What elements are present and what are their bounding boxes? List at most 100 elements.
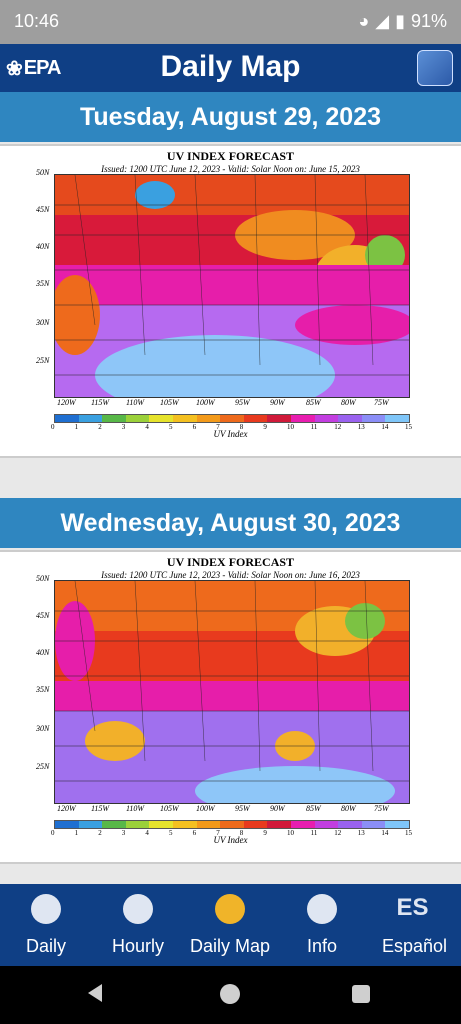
- colorbar-tick-label: 4: [145, 829, 149, 837]
- lon-label: 80W: [341, 398, 356, 407]
- lon-label: 115W: [91, 804, 110, 813]
- colorbar-tick-label: 12: [334, 829, 342, 837]
- date-header-2: Wednesday, August 30, 2023: [0, 498, 461, 548]
- nav-info[interactable]: Info: [276, 884, 368, 966]
- uv-forecast-map-image[interactable]: [54, 174, 410, 398]
- lon-label: 105W: [160, 804, 179, 813]
- lon-label: 100W: [196, 804, 215, 813]
- colorbar-tick-label: 0: [51, 423, 55, 431]
- back-icon[interactable]: [88, 984, 102, 1002]
- nav-daily-map-label: Daily Map: [189, 936, 271, 956]
- lat-label: 50N: [36, 574, 50, 583]
- uv-map-card-1: UV INDEX FORECAST Issued: 1200 UTC June …: [0, 144, 461, 458]
- es-icon: ES: [396, 894, 429, 921]
- colorbar-tick-label: 1: [74, 423, 79, 431]
- map-title: UV INDEX FORECAST: [166, 555, 295, 569]
- colorbar-label: UV Index: [213, 835, 248, 845]
- lon-label: 85W: [306, 804, 321, 813]
- lon-label: 75W: [374, 804, 389, 813]
- epa-logo: ❀ EPA: [6, 57, 61, 80]
- battery-icon: ▮: [395, 11, 405, 31]
- lon-label: 110W: [126, 804, 145, 813]
- colorbar-segment: [290, 821, 315, 828]
- lon-label: 90W: [270, 804, 285, 813]
- colorbar-segment: [78, 415, 103, 422]
- colorbar-segment: [361, 821, 386, 828]
- nav-daily-label: Daily: [25, 936, 66, 956]
- colorbar-segment: [314, 821, 339, 828]
- colorbar-tick-label: 10: [287, 829, 294, 837]
- colorbar-tick-label: 5: [169, 829, 173, 837]
- recents-icon[interactable]: [352, 985, 370, 1003]
- colorbar-segment: [149, 821, 173, 828]
- nav-espanol[interactable]: ES Español: [368, 884, 461, 966]
- colorbar-segment: [220, 415, 244, 422]
- map-scroll-list[interactable]: Tuesday, August 29, 2023 UV INDEX FORECA…: [0, 92, 461, 884]
- map-subtitle: Issued: 1200 UTC June 12, 2023 - Valid: …: [101, 570, 360, 580]
- colorbar-tick-label: 10: [287, 423, 294, 431]
- colorbar-segment: [243, 415, 268, 422]
- uv-map-graphic: [55, 175, 409, 397]
- colorbar-segment: [125, 415, 150, 422]
- lat-label: 35N: [36, 685, 50, 694]
- colorbar-segment: [385, 415, 409, 422]
- date-header-1: Tuesday, August 29, 2023: [0, 92, 461, 142]
- colorbar-tick-label: 9: [263, 829, 267, 837]
- colorbar-tick-label: 3: [121, 829, 126, 837]
- uv-map-graphic: [55, 581, 409, 803]
- colorbar-segment: [172, 821, 197, 828]
- colorbar-segment: [338, 415, 362, 422]
- info-icon: [307, 894, 337, 924]
- epa-flower-icon: ❀: [6, 58, 23, 80]
- colorbar-segment: [125, 821, 150, 828]
- uv-map-card-2: UV INDEX FORECAST Issued: 1200 UTC June …: [0, 550, 461, 864]
- uv-colorbar: [54, 414, 410, 423]
- gear-sun-icon: [31, 894, 61, 924]
- map-subtitle: Issued: 1200 UTC June 12, 2023 - Valid: …: [101, 164, 360, 174]
- colorbar-tick-label: 9: [263, 423, 267, 431]
- wifi-icon: ◕: [358, 11, 370, 31]
- colorbar-tick-label: 8: [239, 829, 244, 837]
- colorbar-tick-label: 15: [405, 423, 412, 431]
- colorbar-tick-label: 6: [192, 423, 197, 431]
- colorbar-tick-label: 14: [381, 423, 389, 431]
- colorbar-tick-label: 2: [98, 423, 102, 431]
- colorbar-segment: [220, 821, 244, 828]
- colorbar-tick-label: 7: [216, 829, 220, 837]
- colorbar-tick-label: 11: [310, 829, 318, 837]
- colorbar-tick-label: 14: [381, 829, 389, 837]
- globe-icon: [215, 894, 245, 924]
- lon-label: 85W: [306, 398, 321, 407]
- status-right: ◕ ◢ ▮ 91%: [358, 11, 447, 32]
- nav-hourly[interactable]: Hourly: [92, 884, 184, 966]
- lon-label: 80W: [341, 804, 356, 813]
- lat-label: 40N: [36, 242, 50, 251]
- lon-label: 110W: [126, 398, 145, 407]
- uv-forecast-map-image[interactable]: [54, 580, 410, 804]
- lon-label: 120W: [57, 804, 76, 813]
- colorbar-segment: [338, 821, 362, 828]
- lat-label: 40N: [36, 648, 50, 657]
- globe-menu-icon[interactable]: [417, 50, 453, 86]
- nav-daily-map[interactable]: Daily Map: [184, 884, 276, 966]
- lat-label: 30N: [36, 724, 50, 733]
- lon-label: 115W: [91, 398, 110, 407]
- colorbar-label: UV Index: [213, 429, 248, 439]
- colorbar-segment: [196, 415, 221, 422]
- colorbar-tick-label: 3: [121, 423, 126, 431]
- map-title: UV INDEX FORECAST: [166, 149, 295, 163]
- lat-label: 45N: [36, 205, 50, 214]
- system-nav-bar: [0, 966, 461, 1024]
- colorbar-tick-label: 8: [239, 423, 244, 431]
- colorbar-tick-label: 0: [51, 829, 55, 837]
- nav-daily[interactable]: Daily: [0, 884, 92, 966]
- nav-hourly-label: Hourly: [111, 936, 164, 956]
- colorbar-segment: [55, 415, 79, 422]
- colorbar-segment: [243, 821, 268, 828]
- colorbar-segment: [172, 415, 197, 422]
- status-bar: 10:46 ◕ ◢ ▮ 91%: [0, 0, 461, 44]
- colorbar-segment: [314, 415, 339, 422]
- colorbar-segment: [149, 415, 173, 422]
- home-icon[interactable]: [220, 984, 240, 1004]
- colorbar-tick-label: 11: [310, 423, 318, 431]
